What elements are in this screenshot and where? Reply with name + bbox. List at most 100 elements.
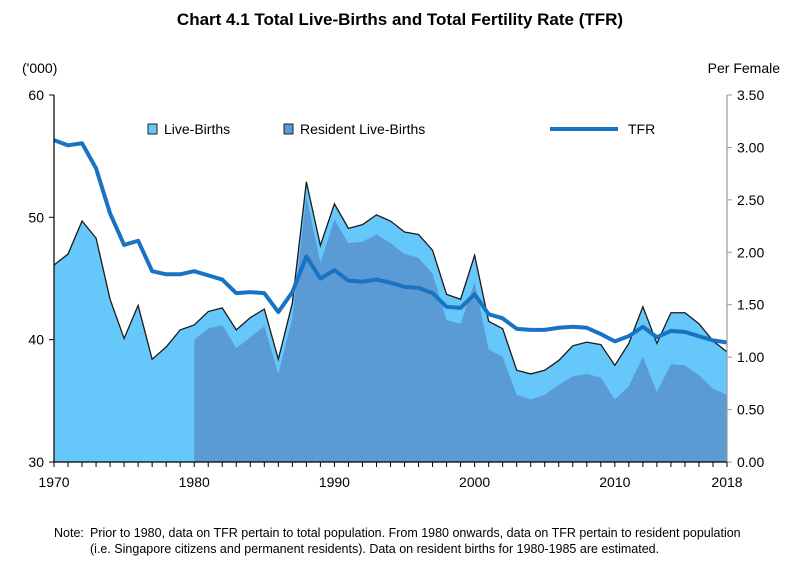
tfr-point <box>445 305 448 308</box>
live-births-point <box>277 358 280 361</box>
live-births-point <box>333 202 336 205</box>
resident-live-births-point <box>543 393 546 396</box>
tfr-point <box>459 306 462 309</box>
live-births-point <box>375 213 378 216</box>
tfr-point <box>711 339 714 342</box>
resident-live-births-point <box>599 376 602 379</box>
line-layer <box>53 138 728 345</box>
resident-live-births-point <box>641 355 644 358</box>
live-births-point <box>109 298 112 301</box>
tfr-point <box>235 292 238 295</box>
resident-live-births-point <box>515 393 518 396</box>
live-births-point <box>417 233 420 236</box>
legend-swatch <box>147 123 158 135</box>
live-births-point <box>487 320 490 323</box>
live-births-point <box>599 343 602 346</box>
live-births-point <box>543 369 546 372</box>
tfr-point <box>487 313 490 316</box>
resident-live-births-point <box>697 374 700 377</box>
resident-live-births-point <box>305 195 308 198</box>
tfr-point <box>319 277 322 280</box>
tfr-point <box>431 292 434 295</box>
live-births-point <box>613 364 616 367</box>
tfr-point <box>557 326 560 329</box>
live-births-point <box>81 220 84 223</box>
right-y-tick-label: 1.50 <box>737 297 764 313</box>
x-tick-label: 2000 <box>459 474 490 490</box>
tfr-point <box>361 280 364 283</box>
resident-live-births-point <box>487 348 490 351</box>
tfr-point <box>417 286 420 289</box>
x-tick-label: 1970 <box>38 474 69 490</box>
resident-live-births-point <box>221 323 224 326</box>
legend-item: Resident Live-Births <box>283 121 425 137</box>
live-births-point <box>263 308 266 311</box>
live-births-point <box>585 341 588 344</box>
tfr-point <box>669 329 672 332</box>
resident-live-births-point <box>361 240 364 243</box>
resident-live-births-point <box>585 372 588 375</box>
tfr-point <box>473 293 476 296</box>
resident-live-births-point <box>403 253 406 256</box>
live-births-point <box>641 305 644 308</box>
note-text: Prior to 1980, data on TFR pertain to to… <box>90 526 741 556</box>
resident-live-births-point <box>431 272 434 275</box>
live-births-point <box>67 253 70 256</box>
left-y-tick-label: 50 <box>28 209 44 225</box>
tfr-point <box>375 278 378 281</box>
resident-live-births-point <box>193 338 196 341</box>
live-births-point <box>557 359 560 362</box>
resident-live-births-point <box>319 261 322 264</box>
legend-label: TFR <box>628 121 655 137</box>
tfr-point <box>389 281 392 284</box>
tfr-point <box>221 278 224 281</box>
left-y-tick-label: 60 <box>28 87 44 103</box>
tfr-point <box>683 330 686 333</box>
x-tick-label: 2018 <box>711 474 742 490</box>
tfr-point <box>137 239 140 242</box>
tfr-point <box>529 328 532 331</box>
live-births-point <box>697 322 700 325</box>
left-axis-unit-label: ('000) <box>22 60 58 76</box>
resident-live-births-point <box>627 385 630 388</box>
resident-live-births-point <box>375 233 378 236</box>
x-tick-label: 2010 <box>599 474 630 490</box>
chart-title: Chart 4.1 Total Live-Births and Total Fe… <box>176 10 624 29</box>
resident-live-births-point <box>557 383 560 386</box>
right-axis-unit-label: Per Female <box>707 60 780 76</box>
live-births-point <box>193 323 196 326</box>
tfr-point <box>277 311 280 314</box>
live-births-point <box>347 227 350 230</box>
tfr-point <box>263 292 266 295</box>
live-births-point <box>627 342 630 345</box>
resident-live-births-point <box>669 363 672 366</box>
tfr-point <box>403 285 406 288</box>
live-births-point <box>655 342 658 345</box>
resident-live-births-point <box>207 327 210 330</box>
resident-live-births-point <box>459 322 462 325</box>
right-y-tick-label: 2.00 <box>737 244 764 260</box>
live-births-point <box>501 327 504 330</box>
tfr-point <box>109 212 112 215</box>
live-births-point <box>515 369 518 372</box>
live-births-point <box>123 337 126 340</box>
tfr-point <box>151 270 154 273</box>
legend-label: Live-Births <box>164 121 230 137</box>
live-births-point <box>249 316 252 319</box>
live-births-point <box>151 358 154 361</box>
resident-live-births-point <box>529 398 532 401</box>
right-y-tick-label: 1.00 <box>737 349 764 365</box>
resident-live-births-point <box>711 387 714 390</box>
tfr-point <box>249 291 252 294</box>
tfr-point <box>179 273 182 276</box>
resident-live-births-point <box>683 364 686 367</box>
tfr-point <box>627 335 630 338</box>
live-births-outline <box>53 181 728 375</box>
right-y-tick-label: 3.00 <box>737 139 764 155</box>
resident-live-births-point <box>473 281 476 284</box>
resident-live-births-point <box>417 256 420 259</box>
live-births-point <box>221 306 224 309</box>
x-tick-label: 1990 <box>319 474 350 490</box>
x-tick-label: 1980 <box>179 474 210 490</box>
resident-live-births-point <box>347 242 350 245</box>
